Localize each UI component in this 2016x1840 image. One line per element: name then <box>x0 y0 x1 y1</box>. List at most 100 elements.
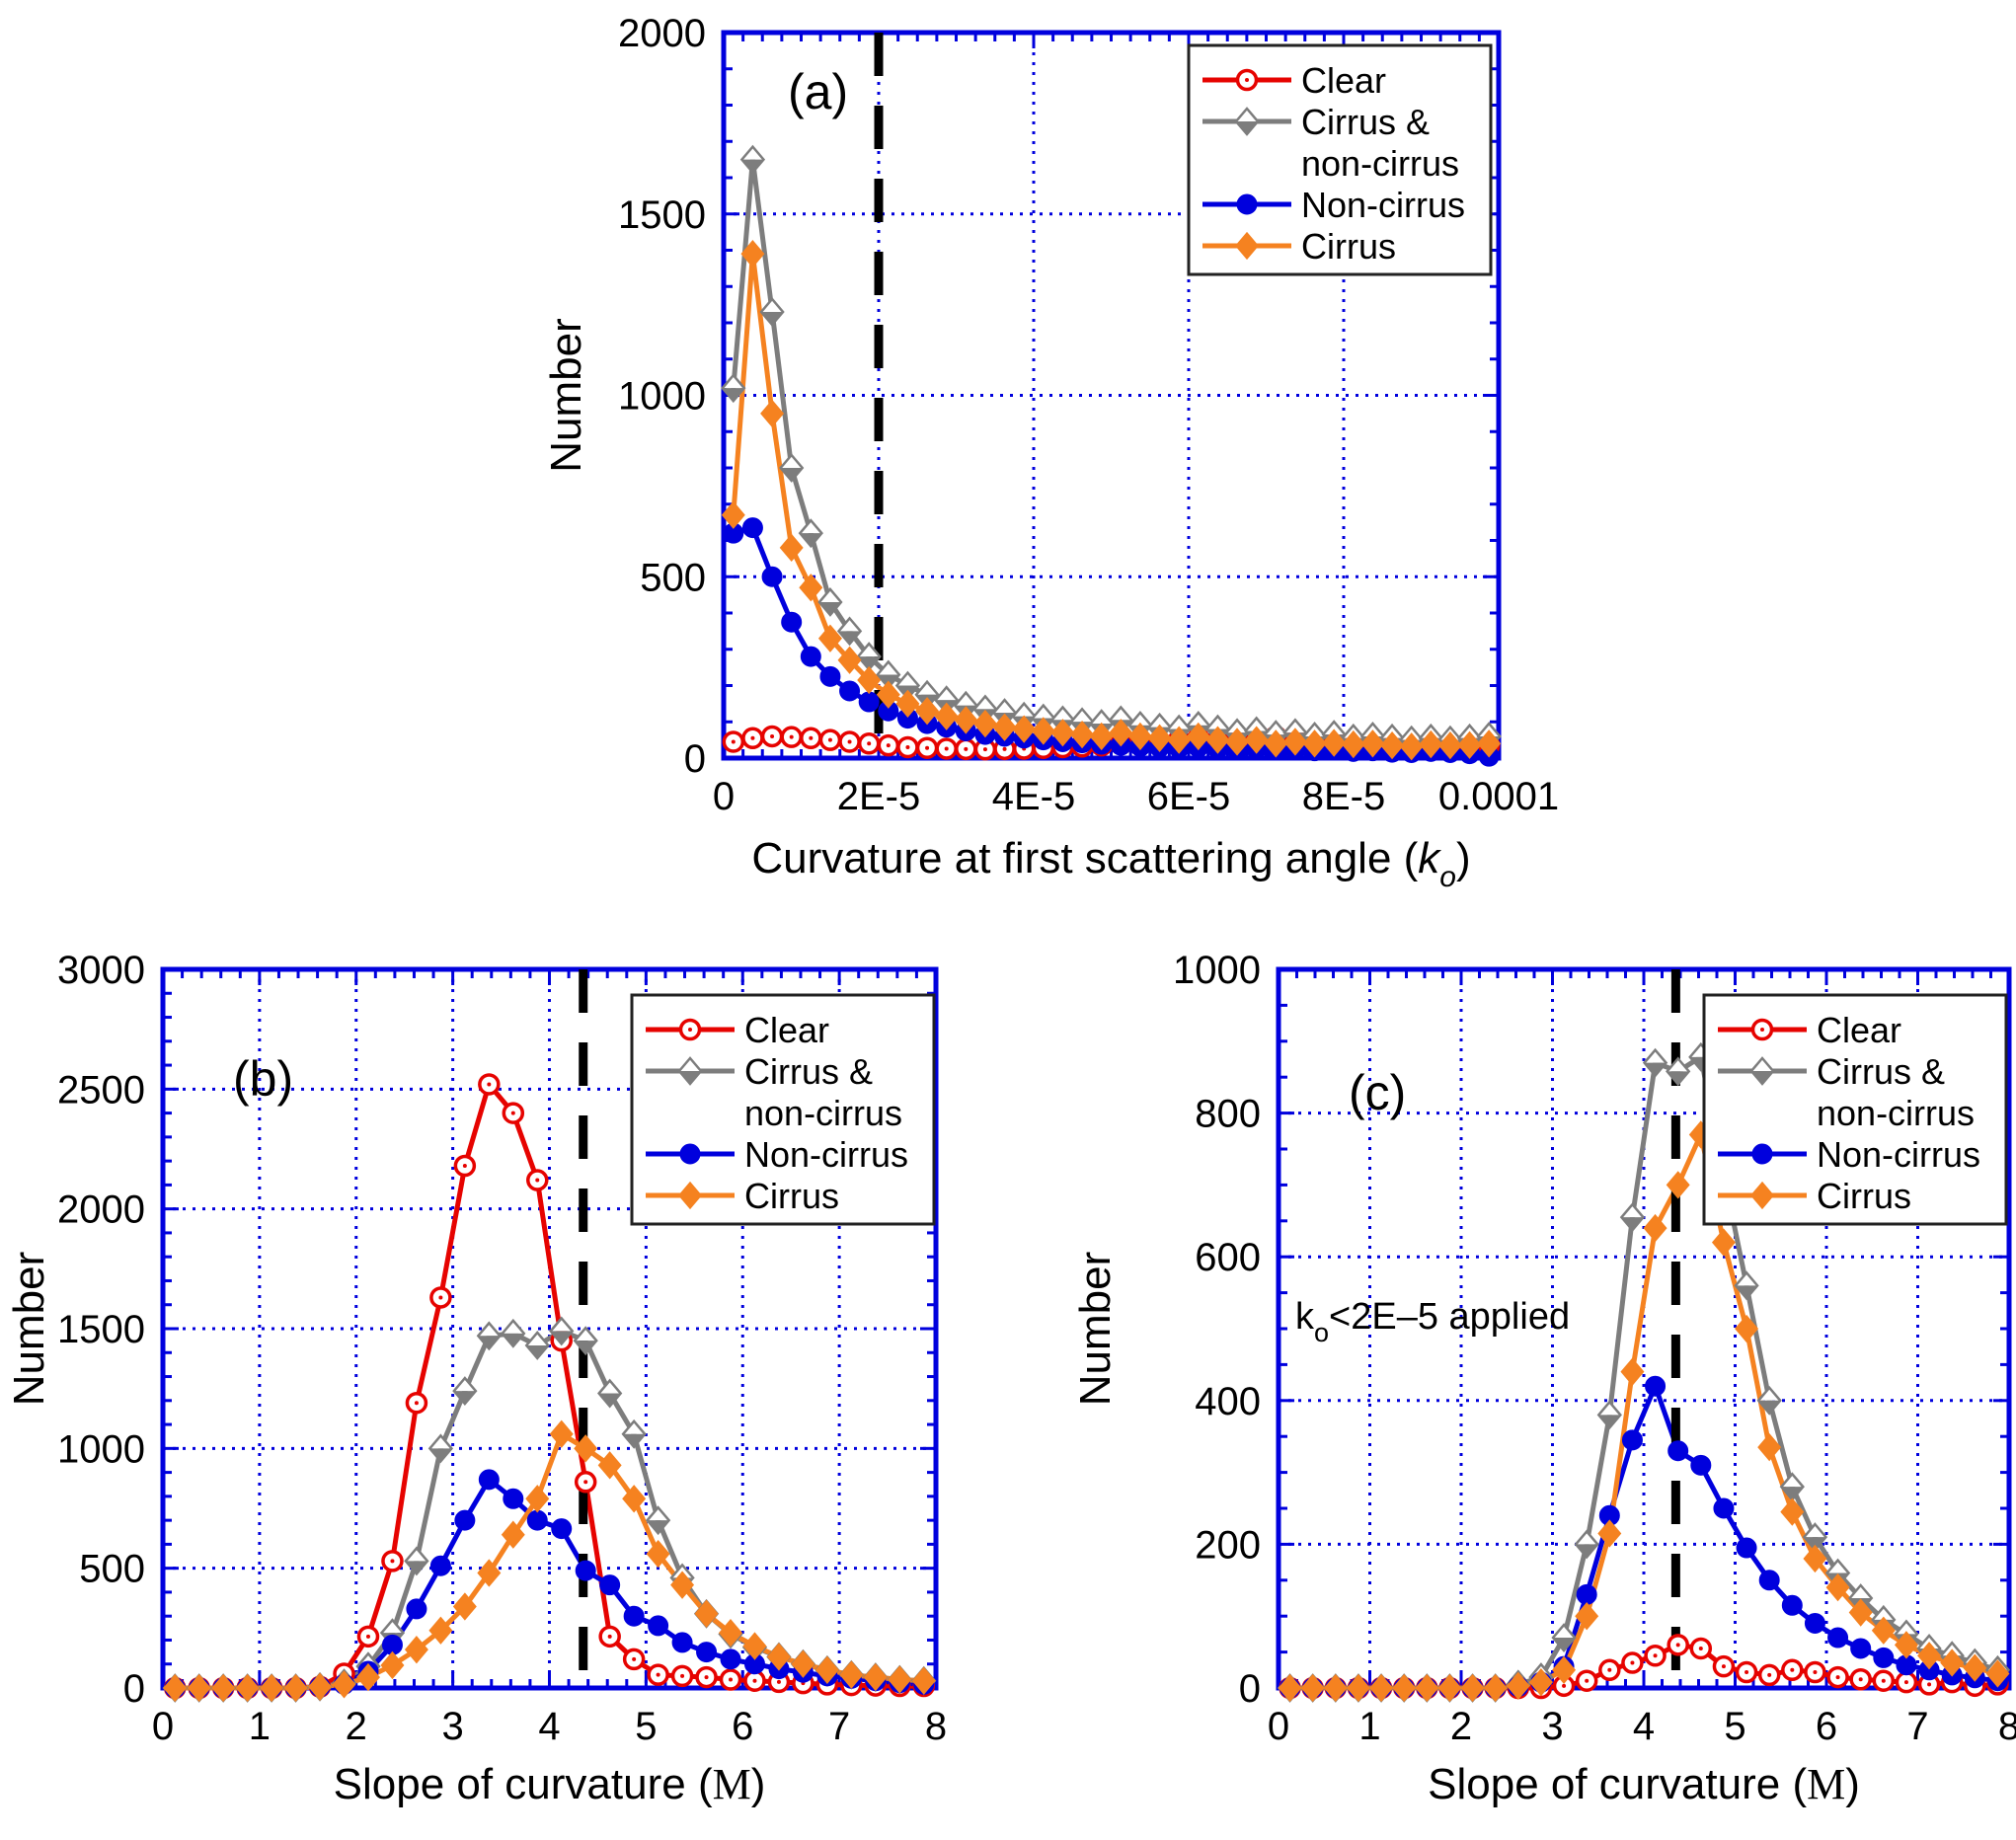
half-diamond-outline-icon <box>798 518 823 549</box>
half-diamond-outline-icon <box>677 1056 703 1086</box>
clear-marker-dot-icon <box>1245 78 1249 82</box>
half-diamond-outline-icon <box>427 1433 454 1464</box>
cirrus-marker-icon <box>839 1660 864 1689</box>
half-diamond-top-icon <box>1758 1387 1781 1401</box>
half-diamond-bottom-icon <box>1621 1217 1644 1231</box>
x-axis-title: Curvature at first scattering angle (ko) <box>751 834 1470 893</box>
non-cirrus-marker-icon <box>720 1648 741 1670</box>
half-diamond-bottom-icon <box>1751 1071 1773 1084</box>
x-tick-label: 1 <box>249 1705 271 1748</box>
half-diamond-top-icon <box>1206 716 1229 729</box>
clear-marker-dot-icon <box>632 1656 637 1661</box>
cirrus-marker-icon <box>670 1571 695 1599</box>
non-cirrus-marker-icon <box>1781 1594 1803 1616</box>
clear-marker-dot-icon <box>1607 1667 1612 1672</box>
half-diamond-outline-icon <box>524 1331 550 1360</box>
cirrus-marker-icon <box>428 1616 453 1645</box>
cirrus-marker-icon <box>915 697 940 726</box>
clear-marker-dot-icon <box>1675 1643 1680 1648</box>
half-diamond-top-icon <box>973 696 996 710</box>
non-cirrus-marker-icon <box>429 1555 451 1576</box>
clear-marker-dot-icon <box>656 1672 660 1677</box>
non-cirrus-marker-icon <box>1873 1647 1895 1668</box>
cirrus-marker-icon <box>1070 720 1095 749</box>
half-diamond-top-icon <box>526 1332 549 1345</box>
cirrus-marker-icon <box>1369 1673 1394 1703</box>
cirrus-marker-icon <box>1167 726 1192 754</box>
cirrus-marker-icon <box>163 1673 188 1703</box>
half-diamond-bottom-icon <box>598 1393 621 1407</box>
half-diamond-bottom-icon <box>405 1561 427 1574</box>
annotation-ko-filter: ko<2E–5 applied <box>1295 1296 1570 1347</box>
cirrus-marker-icon <box>1360 729 1385 758</box>
cirrus-marker-icon <box>1483 1673 1508 1703</box>
cirrus-marker-icon <box>1244 726 1269 754</box>
half-diamond-outline-icon <box>721 373 746 404</box>
clear-marker-dot-icon <box>964 746 969 751</box>
clear-marker-dot-icon <box>905 744 910 749</box>
cirrus-marker-icon <box>404 1636 428 1664</box>
non-cirrus-marker-icon <box>679 1143 701 1165</box>
cirrus-marker-icon <box>911 1666 936 1695</box>
non-cirrus-marker-icon <box>1621 1429 1643 1451</box>
clear-marker-dot-icon <box>1562 1683 1567 1688</box>
cirrus-marker-icon <box>760 399 785 428</box>
y-tick-label: 1500 <box>618 193 706 237</box>
clear-marker-dot-icon <box>982 747 987 752</box>
cirrus-marker-icon <box>1380 730 1405 760</box>
clear-marker-dot-icon <box>365 1634 370 1639</box>
half-diamond-top-icon <box>1849 1585 1872 1598</box>
cirrus-marker-icon <box>972 709 997 738</box>
half-diamond-top-icon <box>1051 707 1074 721</box>
legend-item-label: Clear <box>744 1010 829 1050</box>
half-diamond-top-icon <box>1148 714 1171 728</box>
half-diamond-outline-icon <box>739 144 766 175</box>
half-diamond-top-icon <box>1283 720 1306 733</box>
x-tick-label: 2E-5 <box>837 775 921 818</box>
series-markers-cirrus <box>1278 1120 2010 1703</box>
cirrus-marker-icon <box>954 706 978 734</box>
cirrus-marker-icon <box>1225 728 1250 756</box>
half-diamond-bottom-icon <box>478 1336 501 1349</box>
cirrus-marker-icon <box>742 1632 767 1660</box>
clear-marker-dot-icon <box>1721 1664 1726 1669</box>
half-diamond-top-icon <box>1553 1625 1576 1639</box>
annotation-symbol: k <box>1295 1296 1315 1338</box>
cirrus-marker-icon <box>694 1599 719 1628</box>
clear-marker-dot-icon <box>462 1163 467 1168</box>
y-axis-title: Number <box>542 318 590 473</box>
half-diamond-bottom-icon <box>679 1071 701 1084</box>
y-tick-label: 2000 <box>618 12 706 55</box>
half-diamond-top-icon <box>780 455 803 468</box>
half-diamond-top-icon <box>1736 1272 1758 1286</box>
non-cirrus-marker-icon <box>648 1615 669 1637</box>
cirrus-marker-icon <box>766 1643 791 1671</box>
legend-item-label: Cirrus & <box>1817 1051 1945 1092</box>
legend-item-label: non-cirrus <box>1301 143 1459 184</box>
non-cirrus-marker-icon <box>1645 1375 1667 1397</box>
half-diamond-bottom-icon <box>429 1448 452 1462</box>
clear-marker-dot-icon <box>510 1111 515 1115</box>
half-diamond-outline-icon <box>452 1376 478 1407</box>
legend-item-label: Cirrus & <box>744 1051 873 1092</box>
non-cirrus-marker-icon <box>599 1574 621 1596</box>
non-cirrus-marker-icon <box>800 646 821 667</box>
clear-marker-dot-icon <box>688 1028 692 1032</box>
clear-marker-dot-icon <box>731 739 736 744</box>
y-tick-label: 800 <box>1195 1093 1261 1136</box>
non-cirrus-marker-icon <box>503 1488 524 1509</box>
cirrus-marker-icon <box>837 646 862 674</box>
half-diamond-outline-icon <box>549 1316 575 1346</box>
half-diamond-bottom-icon <box>526 1344 549 1358</box>
half-diamond-bottom-icon <box>838 631 861 645</box>
legend-item-label: Cirrus <box>744 1176 839 1216</box>
half-diamond-top-icon <box>1226 720 1249 733</box>
clear-marker-dot-icon <box>487 1082 492 1087</box>
annotation-subscript: o <box>1314 1318 1329 1347</box>
series-line-cirrus <box>731 251 1492 749</box>
half-diamond-bottom-icon <box>1598 1415 1621 1428</box>
half-diamond-bottom-icon <box>1758 1400 1781 1414</box>
half-diamond-outline-icon <box>759 297 785 327</box>
legend-item-label: Non-cirrus <box>744 1134 908 1175</box>
y-tick-label: 400 <box>1195 1380 1261 1423</box>
